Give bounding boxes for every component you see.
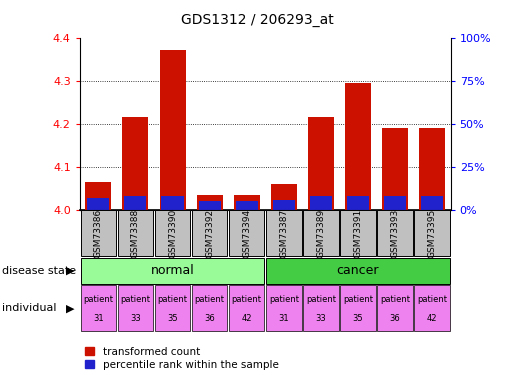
FancyBboxPatch shape <box>154 210 191 256</box>
Bar <box>160 51 185 210</box>
Text: 42: 42 <box>427 314 437 323</box>
Text: patient: patient <box>306 296 336 304</box>
Bar <box>125 196 146 210</box>
FancyBboxPatch shape <box>303 285 339 332</box>
FancyBboxPatch shape <box>229 210 265 256</box>
Text: disease state: disease state <box>2 266 76 276</box>
Text: 33: 33 <box>130 314 141 323</box>
Text: patient: patient <box>83 296 113 304</box>
Text: 36: 36 <box>204 314 215 323</box>
Text: GSM73389: GSM73389 <box>316 209 325 258</box>
Text: GSM73386: GSM73386 <box>94 209 103 258</box>
FancyBboxPatch shape <box>229 285 265 332</box>
Legend: transformed count, percentile rank within the sample: transformed count, percentile rank withi… <box>85 346 279 370</box>
Text: patient: patient <box>417 296 447 304</box>
FancyBboxPatch shape <box>414 210 450 256</box>
Text: ▶: ▶ <box>66 303 75 313</box>
Bar <box>85 182 111 210</box>
Text: GSM73390: GSM73390 <box>168 209 177 258</box>
Text: patient: patient <box>343 296 373 304</box>
Bar <box>382 128 408 210</box>
Text: GSM73391: GSM73391 <box>353 209 363 258</box>
Text: GDS1312 / 206293_at: GDS1312 / 206293_at <box>181 13 334 27</box>
FancyBboxPatch shape <box>192 285 228 332</box>
Text: patient: patient <box>158 296 187 304</box>
Bar <box>419 128 445 210</box>
Text: individual: individual <box>2 303 56 313</box>
FancyBboxPatch shape <box>340 285 376 332</box>
FancyBboxPatch shape <box>154 285 191 332</box>
Text: ▶: ▶ <box>66 266 75 276</box>
Bar <box>197 195 222 210</box>
Bar <box>384 196 406 210</box>
FancyBboxPatch shape <box>266 285 302 332</box>
FancyBboxPatch shape <box>303 210 339 256</box>
Text: 31: 31 <box>93 314 104 323</box>
Text: cancer: cancer <box>337 264 379 278</box>
Bar <box>236 201 258 210</box>
Bar <box>273 200 295 210</box>
Bar <box>345 83 371 210</box>
Bar <box>234 195 260 210</box>
Text: GSM73387: GSM73387 <box>279 209 288 258</box>
Text: patient: patient <box>121 296 150 304</box>
Text: 42: 42 <box>242 314 252 323</box>
FancyBboxPatch shape <box>377 285 413 332</box>
Bar <box>88 198 109 210</box>
Text: patient: patient <box>195 296 225 304</box>
FancyBboxPatch shape <box>117 210 153 256</box>
FancyBboxPatch shape <box>80 258 265 284</box>
Bar <box>123 117 148 210</box>
Text: 35: 35 <box>167 314 178 323</box>
Bar <box>308 117 334 210</box>
FancyBboxPatch shape <box>80 285 116 332</box>
FancyBboxPatch shape <box>266 258 450 284</box>
Text: patient: patient <box>269 296 299 304</box>
Text: 36: 36 <box>390 314 400 323</box>
Text: patient: patient <box>380 296 410 304</box>
Text: 33: 33 <box>316 314 326 323</box>
Text: normal: normal <box>151 264 194 278</box>
FancyBboxPatch shape <box>80 210 116 256</box>
Text: 31: 31 <box>279 314 289 323</box>
Bar <box>162 196 183 210</box>
FancyBboxPatch shape <box>266 210 302 256</box>
Text: GSM73395: GSM73395 <box>427 209 437 258</box>
Text: GSM73394: GSM73394 <box>242 209 251 258</box>
Text: GSM73393: GSM73393 <box>390 209 400 258</box>
Bar <box>199 201 220 210</box>
Bar <box>421 196 443 210</box>
Text: 35: 35 <box>353 314 363 323</box>
Bar <box>271 184 297 210</box>
FancyBboxPatch shape <box>192 210 228 256</box>
FancyBboxPatch shape <box>117 285 153 332</box>
FancyBboxPatch shape <box>377 210 413 256</box>
FancyBboxPatch shape <box>414 285 450 332</box>
FancyBboxPatch shape <box>340 210 376 256</box>
Text: GSM73392: GSM73392 <box>205 209 214 258</box>
Bar <box>347 196 369 210</box>
Bar <box>310 196 332 210</box>
Text: patient: patient <box>232 296 262 304</box>
Text: GSM73388: GSM73388 <box>131 209 140 258</box>
